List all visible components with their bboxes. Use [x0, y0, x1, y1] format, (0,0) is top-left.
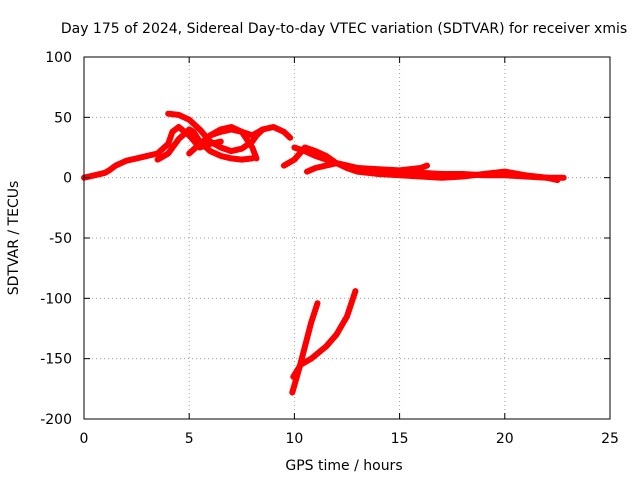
series-line-trace-1	[81, 124, 224, 181]
plot-frame	[83, 56, 611, 420]
y-tick-label: -50	[49, 231, 72, 247]
series-line-trace-3	[165, 110, 266, 155]
series-line-trace-8	[291, 144, 561, 184]
y-tick-label: -200	[40, 412, 72, 428]
series-layer	[81, 110, 567, 396]
y-tick-label: -150	[40, 352, 72, 368]
series-line-trace-10	[290, 288, 359, 380]
x-tick-label: 25	[601, 431, 619, 447]
x-tick-label: 15	[391, 431, 409, 447]
y-tick-label: -100	[40, 291, 72, 307]
grid	[84, 57, 610, 419]
y-tick-label: 0	[63, 171, 72, 187]
y-axis-title: SDTVAR / TECUs	[6, 181, 22, 296]
chart-title: Day 175 of 2024, Sidereal Day-to-day VTE…	[61, 21, 627, 37]
y-tick-label: 100	[45, 50, 72, 66]
x-tick-label: 20	[496, 431, 514, 447]
x-tick-label: 10	[285, 431, 303, 447]
x-tick-label: 5	[185, 431, 194, 447]
series-line-trace-9	[289, 300, 321, 396]
x-tick-label: 0	[80, 431, 89, 447]
series-line-trace-5	[207, 124, 260, 162]
x-axis-title: GPS time / hours	[285, 458, 402, 474]
axis-ticks: 0 5 10 15 20 25 -200 -150 -100 -50 0 50 100	[40, 50, 619, 447]
y-tick-label: 50	[54, 110, 72, 126]
